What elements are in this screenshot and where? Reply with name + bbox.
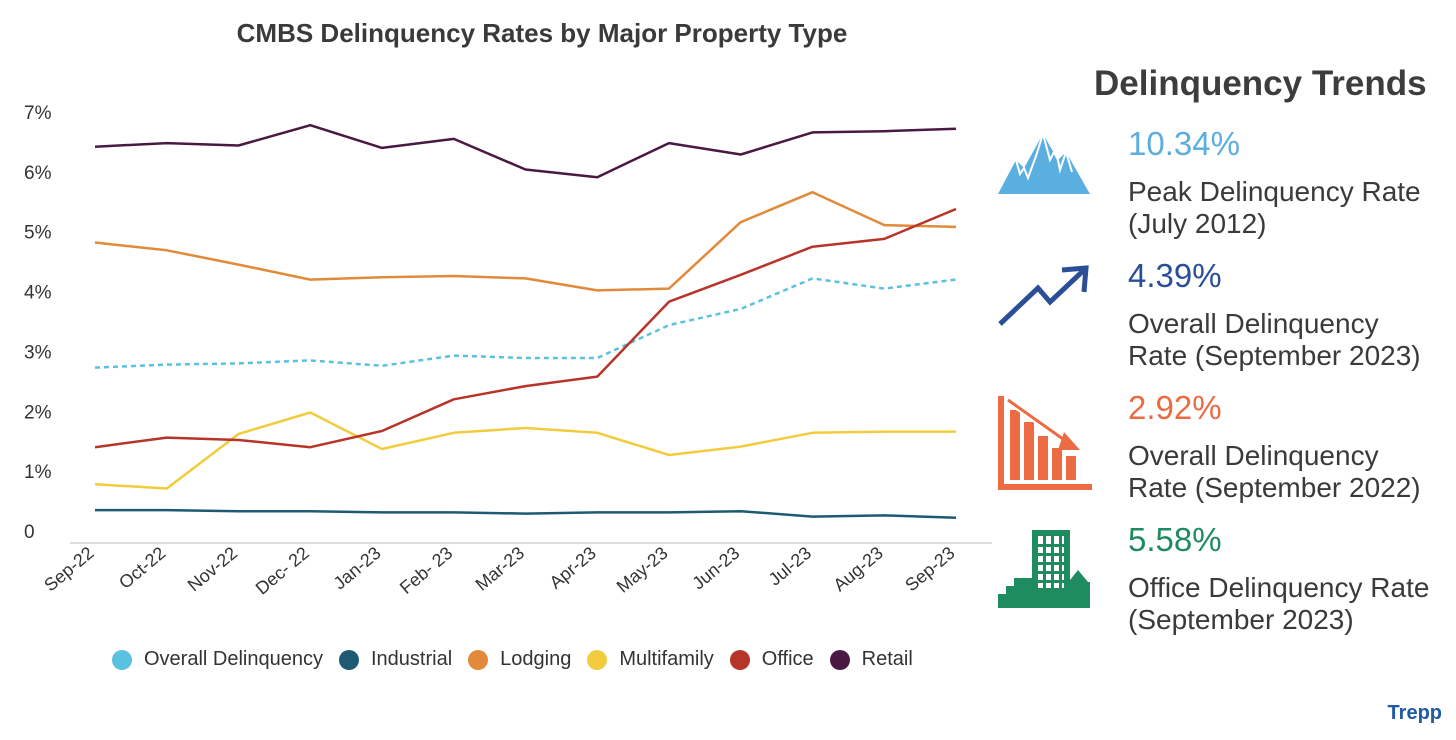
y-tick-label: 3% xyxy=(24,342,52,363)
y-tick-label: 7% xyxy=(24,103,52,124)
x-tick-label: Feb- 23 xyxy=(396,543,456,598)
y-tick-label: 2% xyxy=(24,402,52,423)
stat-value: 2.92% xyxy=(1128,389,1222,426)
x-tick-label: Mar-23 xyxy=(472,543,529,595)
x-tick-label: Jun-23 xyxy=(688,543,743,594)
legend-label: Industrial xyxy=(370,648,453,670)
legend-label: Retail xyxy=(861,648,913,670)
series-line-industrial xyxy=(95,508,957,520)
bar-decline-icon xyxy=(998,396,1092,490)
y-tick-label: 5% xyxy=(24,223,52,244)
series-line-overall-delinquency xyxy=(94,277,957,369)
stat-value: 10.34% xyxy=(1128,125,1240,162)
series-line-lodging xyxy=(94,190,957,292)
y-tick-label: 1% xyxy=(24,462,52,483)
stat-peak: 10.34% Peak Delinquency Rate (July 2012) xyxy=(1128,126,1421,240)
stat-office: 5.58% Office Delinquency Rate (September… xyxy=(1128,522,1429,636)
y-tick-label: 6% xyxy=(24,163,52,184)
trends-title: Delinquency Trends xyxy=(1094,64,1427,103)
series-line-retail xyxy=(94,123,957,179)
stat-overall-2022: 2.92% Overall Delinquency Rate (Septembe… xyxy=(1128,390,1421,504)
stat-value: 5.58% xyxy=(1128,521,1222,558)
x-tick-label: Dec- 22 xyxy=(252,543,313,599)
x-tick-label: Sep-23 xyxy=(901,543,958,596)
chart-title: CMBS Delinquency Rates by Major Property… xyxy=(236,18,848,48)
stat-label: Office Delinquency Rate (September 2023) xyxy=(1128,572,1430,635)
x-tick-label: Jul-23 xyxy=(765,543,815,590)
x-tick-label: Nov-22 xyxy=(184,543,241,596)
mountain-icon xyxy=(998,133,1090,194)
legend-label: Office xyxy=(761,648,814,670)
legend-item: Multifamily xyxy=(587,648,714,671)
line-chart: 0 1% 2% 3% 4% 5% 6% 7% Sep-22 Oct-22 Nov-22 Dec- 22… xyxy=(24,103,992,599)
legend-swatch xyxy=(587,649,608,670)
office-building-icon xyxy=(998,530,1090,608)
stat-overall-2023: 4.39% Overall Delinquency Rate (Septembe… xyxy=(1128,258,1421,372)
y-tick-label: 0 xyxy=(24,522,35,543)
x-tick-label: Aug-23 xyxy=(829,543,886,596)
legend-item: Retail xyxy=(829,648,913,671)
x-tick-label: Oct-22 xyxy=(115,543,169,593)
series-line-office xyxy=(94,207,957,449)
stat-label: Overall Delinquency Rate (September 2023… xyxy=(1128,308,1421,371)
stat-label: Overall Delinquency Rate (September 2022… xyxy=(1128,440,1421,503)
x-tick-label: Jan-23 xyxy=(330,543,385,594)
legend-swatch xyxy=(112,649,132,670)
stat-value: 4.39% xyxy=(1128,257,1222,294)
legend-item: Industrial xyxy=(338,648,453,671)
trend-up-icon xyxy=(998,265,1089,326)
legend-swatch xyxy=(468,649,489,670)
legend-item: Lodging xyxy=(468,648,571,671)
legend-item: Overall Delinquency xyxy=(112,648,323,671)
legend-label: Lodging xyxy=(500,648,572,670)
trepp-logo: Trepp xyxy=(1387,702,1442,724)
chart-legend: Overall Delinquency Industrial Lodging Mult… xyxy=(112,648,929,671)
legend-swatch xyxy=(729,649,750,670)
legend-swatch xyxy=(829,649,850,670)
x-tick-label: Sep-22 xyxy=(40,543,97,596)
legend-label: Overall Delinquency xyxy=(144,648,323,670)
series-line-multifamily xyxy=(94,411,956,490)
legend-label: Multifamily xyxy=(619,648,714,670)
stat-label: Peak Delinquency Rate (July 2012) xyxy=(1128,176,1421,239)
x-tick-label: May-23 xyxy=(613,543,672,597)
legend-swatch xyxy=(338,649,359,670)
y-tick-label: 4% xyxy=(24,283,52,304)
legend-item: Office xyxy=(729,648,814,671)
x-tick-label: Apr-23 xyxy=(546,543,600,593)
